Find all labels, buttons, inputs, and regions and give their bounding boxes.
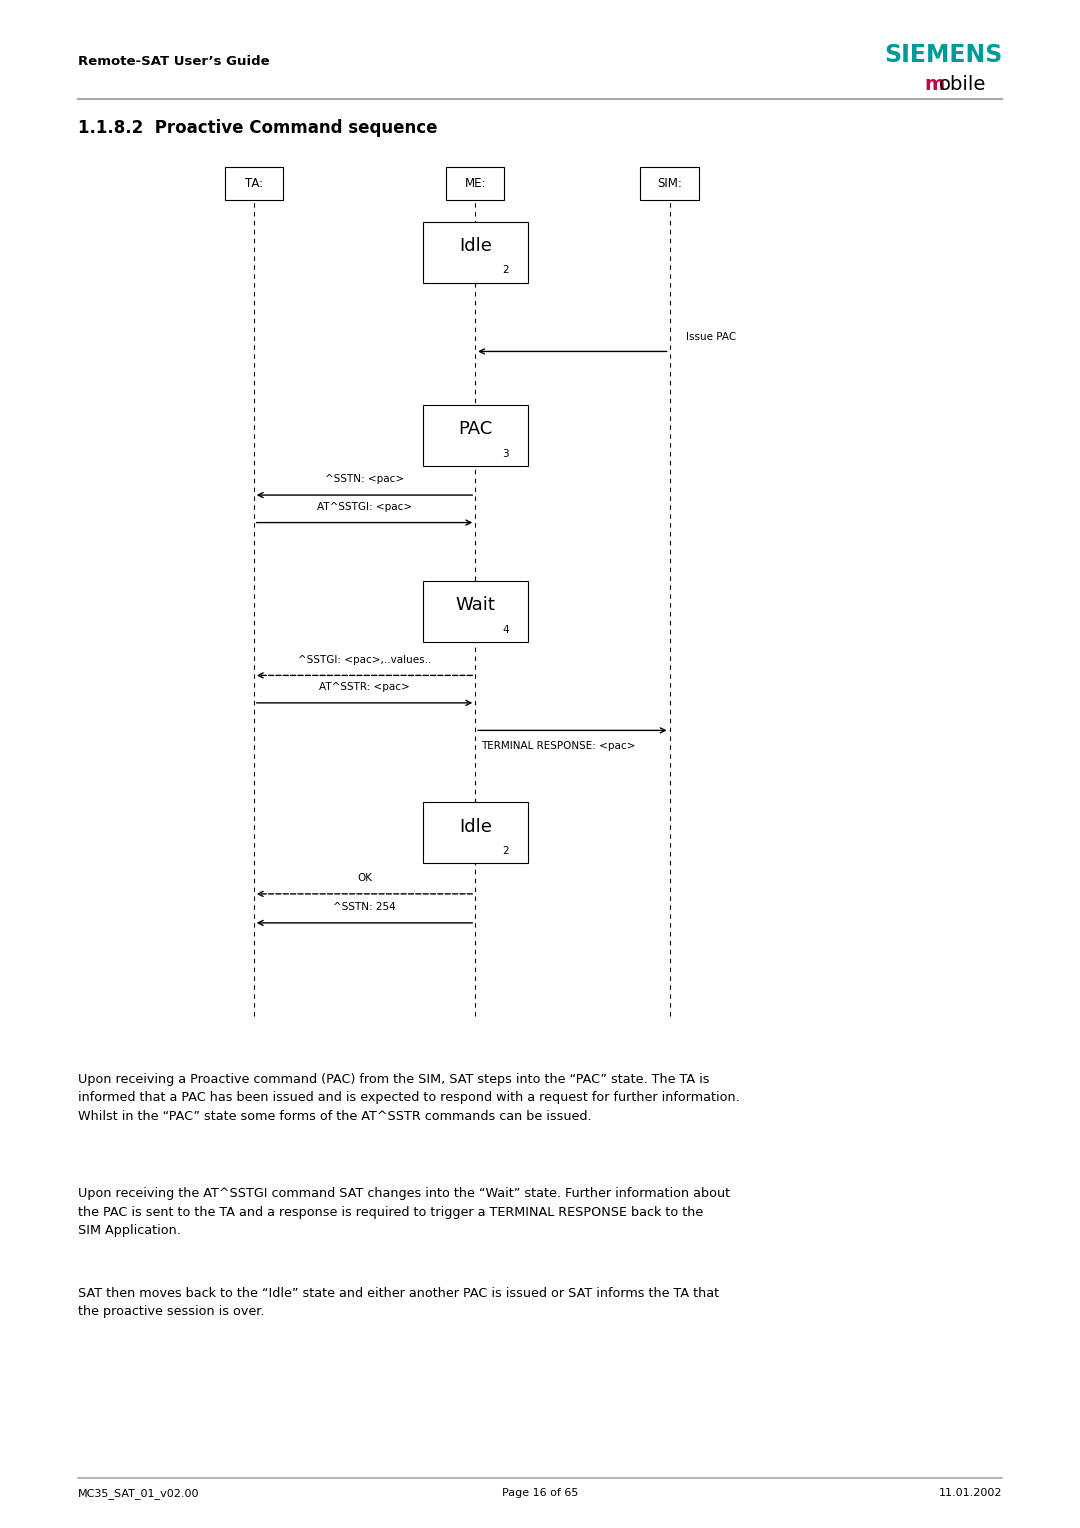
FancyBboxPatch shape: [423, 222, 528, 283]
Text: SIEMENS: SIEMENS: [883, 43, 1002, 67]
Text: ^SSTN: 254: ^SSTN: 254: [333, 902, 396, 912]
Text: Idle: Idle: [459, 237, 491, 255]
Text: Remote-SAT User’s Guide: Remote-SAT User’s Guide: [78, 55, 269, 69]
Text: 1.1.8.2  Proactive Command sequence: 1.1.8.2 Proactive Command sequence: [78, 119, 437, 138]
FancyBboxPatch shape: [423, 581, 528, 642]
Text: obile: obile: [939, 75, 986, 93]
Text: Issue PAC: Issue PAC: [686, 332, 737, 342]
Text: PAC: PAC: [458, 420, 492, 439]
Text: m: m: [924, 75, 945, 93]
Text: 2: 2: [502, 847, 509, 856]
Text: OK: OK: [357, 872, 372, 883]
Text: 11.01.2002: 11.01.2002: [939, 1488, 1002, 1499]
FancyBboxPatch shape: [446, 167, 504, 200]
Text: 4: 4: [502, 625, 509, 634]
FancyBboxPatch shape: [225, 167, 283, 200]
Text: AT^SSTR: <pac>: AT^SSTR: <pac>: [319, 681, 410, 692]
Text: Upon receiving the AT^SSTGI command SAT changes into the “Wait” state. Further i: Upon receiving the AT^SSTGI command SAT …: [78, 1187, 730, 1238]
Text: Idle: Idle: [459, 817, 491, 836]
Text: Upon receiving a Proactive command (PAC) from the SIM, SAT steps into the “PAC” : Upon receiving a Proactive command (PAC)…: [78, 1073, 740, 1123]
Text: ^SSTGI: <pac>,..values..: ^SSTGI: <pac>,..values..: [298, 654, 431, 665]
FancyBboxPatch shape: [640, 167, 699, 200]
Text: TA:: TA:: [245, 177, 262, 189]
Text: Page 16 of 65: Page 16 of 65: [502, 1488, 578, 1499]
Text: MC35_SAT_01_v02.00: MC35_SAT_01_v02.00: [78, 1488, 199, 1499]
FancyBboxPatch shape: [423, 405, 528, 466]
Text: 2: 2: [502, 266, 509, 275]
Text: SAT then moves back to the “Idle” state and either another PAC is issued or SAT : SAT then moves back to the “Idle” state …: [78, 1287, 719, 1319]
Text: ME:: ME:: [464, 177, 486, 189]
FancyBboxPatch shape: [423, 802, 528, 863]
Text: 3: 3: [502, 449, 509, 458]
Text: TERMINAL RESPONSE: <pac>: TERMINAL RESPONSE: <pac>: [481, 741, 635, 752]
Text: AT^SSTGI: <pac>: AT^SSTGI: <pac>: [316, 501, 413, 512]
Text: ^SSTN: <pac>: ^SSTN: <pac>: [325, 474, 404, 484]
Text: Wait: Wait: [456, 596, 495, 614]
Text: SIM:: SIM:: [657, 177, 683, 189]
